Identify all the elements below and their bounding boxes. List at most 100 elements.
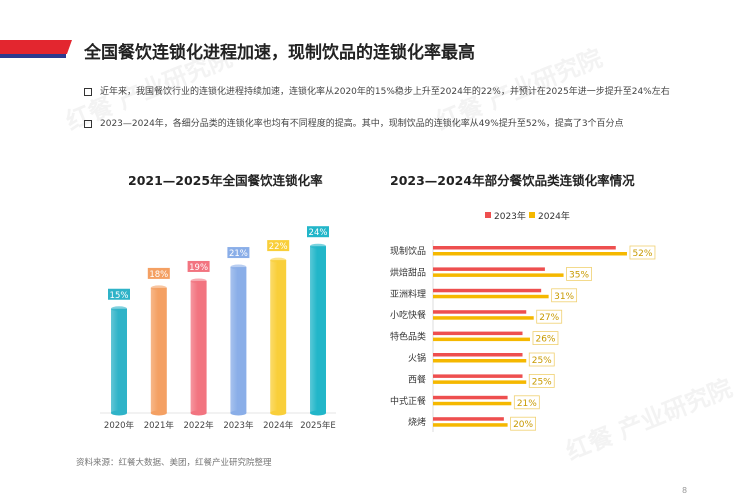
legend-label: 2023年 (494, 210, 526, 222)
x-tick-label: 2023年 (223, 420, 254, 431)
square-bullet-icon (84, 88, 92, 96)
data-label-box (528, 373, 555, 388)
left-chart-title: 2021—2025年全国餐饮连锁化率 (128, 173, 323, 188)
data-label: 35% (569, 270, 589, 280)
square-bullet-icon (84, 120, 92, 128)
bar-2023 (433, 267, 545, 271)
bar-2024 (433, 252, 627, 256)
bar-top (111, 306, 127, 312)
bar (270, 260, 287, 413)
data-label-box (227, 247, 250, 259)
x-tick-label: 2021年 (144, 420, 175, 431)
data-label: 26% (535, 335, 555, 345)
data-label: 22% (269, 242, 288, 252)
bar-2023 (433, 353, 523, 357)
bar-top (230, 264, 247, 270)
bar (111, 308, 127, 413)
data-label: 25% (532, 377, 552, 387)
bullet-text: 2023—2024年，各细分品类的连锁化率也均有不同程度的提高。其中，现制饮品的… (100, 119, 624, 129)
bar-top (190, 278, 207, 284)
page-number: 8 (682, 486, 688, 495)
bullet-text: 近年来，我国餐饮行业的连锁化进程持续加速，连锁化率从2020年的15%稳步上升至… (100, 87, 670, 97)
data-label: 18% (149, 270, 168, 280)
legend-swatch (529, 212, 535, 218)
data-label: 15% (110, 291, 129, 301)
bar-base (190, 410, 207, 416)
bar-2024 (433, 294, 549, 299)
page-title: 全国餐饮连锁化进程加速，现制饮品的连锁化率最高 (84, 43, 475, 63)
bar-2024 (433, 423, 508, 427)
bar (190, 280, 207, 413)
source-note: 资料来源：红餐大数据、美团，红餐产业研究院整理 (76, 458, 272, 468)
category-label: 烧烤 (408, 416, 426, 428)
data-label-box (532, 331, 559, 346)
data-label: 27% (539, 313, 559, 323)
data-label: 25% (532, 356, 552, 366)
category-label: 中式正餐 (390, 395, 426, 407)
category-label: 特色品类 (390, 331, 426, 343)
data-label-box (187, 260, 210, 272)
data-label-box (536, 309, 563, 324)
bar-base (230, 410, 247, 416)
data-label: 20% (513, 420, 533, 430)
category-label: 小吃快餐 (390, 309, 426, 321)
bar-2023 (433, 395, 508, 400)
bar-2024 (433, 380, 527, 384)
data-label: 19% (189, 263, 208, 273)
data-label: 52% (632, 249, 652, 259)
bar (230, 267, 247, 413)
category-label: 火锅 (408, 353, 426, 364)
header-banner (0, 40, 72, 54)
data-label-box (307, 226, 329, 238)
data-label-box (629, 245, 656, 260)
right-chart-title: 2023—2024年部分餐饮品类连锁化率情况 (390, 173, 635, 188)
bar-2024 (433, 359, 527, 363)
bar-2023 (433, 246, 616, 250)
header-banner-stripe (0, 54, 66, 58)
bar-2024 (433, 273, 564, 277)
bar-2023 (433, 310, 527, 314)
x-tick-label: 2025年E (300, 420, 336, 431)
data-label-box (551, 288, 578, 303)
bar-base (111, 410, 127, 416)
data-label-box (528, 352, 555, 367)
data-label-box (108, 288, 130, 300)
bullet-item: 2023—2024年，各细分品类的连锁化率也均有不同程度的提高。其中，现制饮品的… (84, 117, 694, 131)
data-label-box (513, 395, 540, 410)
data-label: 21% (517, 399, 537, 409)
data-label: 21% (229, 249, 248, 259)
bar-2024 (433, 337, 530, 342)
bar (150, 287, 167, 413)
bar-2023 (433, 288, 542, 293)
bar-2023 (433, 417, 504, 421)
bar-base (270, 410, 287, 416)
bar-2023 (433, 331, 523, 336)
category-label: 西餐 (408, 373, 426, 385)
bar (310, 246, 326, 413)
legend-swatch (485, 212, 491, 218)
bar-base (310, 410, 326, 416)
x-tick-label: 2022年 (184, 420, 215, 431)
category-label: 亚洲料理 (390, 288, 426, 300)
bar-base (150, 410, 167, 416)
legend-label: 2024年 (538, 210, 570, 222)
bar-2024 (433, 401, 512, 406)
bar-top (310, 243, 326, 249)
bar-top (270, 257, 287, 263)
bar-2024 (433, 316, 534, 320)
data-label: 31% (554, 292, 574, 302)
category-label: 烘焙甜品 (390, 266, 426, 278)
data-label-box (566, 266, 592, 281)
x-tick-label: 2024年 (263, 420, 294, 431)
bullet-item: 近年来，我国餐饮行业的连锁化进程持续加速，连锁化率从2020年的15%稳步上升至… (84, 85, 694, 99)
data-label-box (147, 267, 170, 279)
x-tick-label: 2020年 (104, 420, 135, 431)
data-label: 24% (309, 228, 328, 238)
data-label-box (510, 416, 537, 431)
bar-top (150, 285, 167, 291)
category-label: 现制饮品 (390, 245, 426, 257)
data-label-box (267, 240, 290, 252)
bar-2023 (433, 374, 523, 378)
